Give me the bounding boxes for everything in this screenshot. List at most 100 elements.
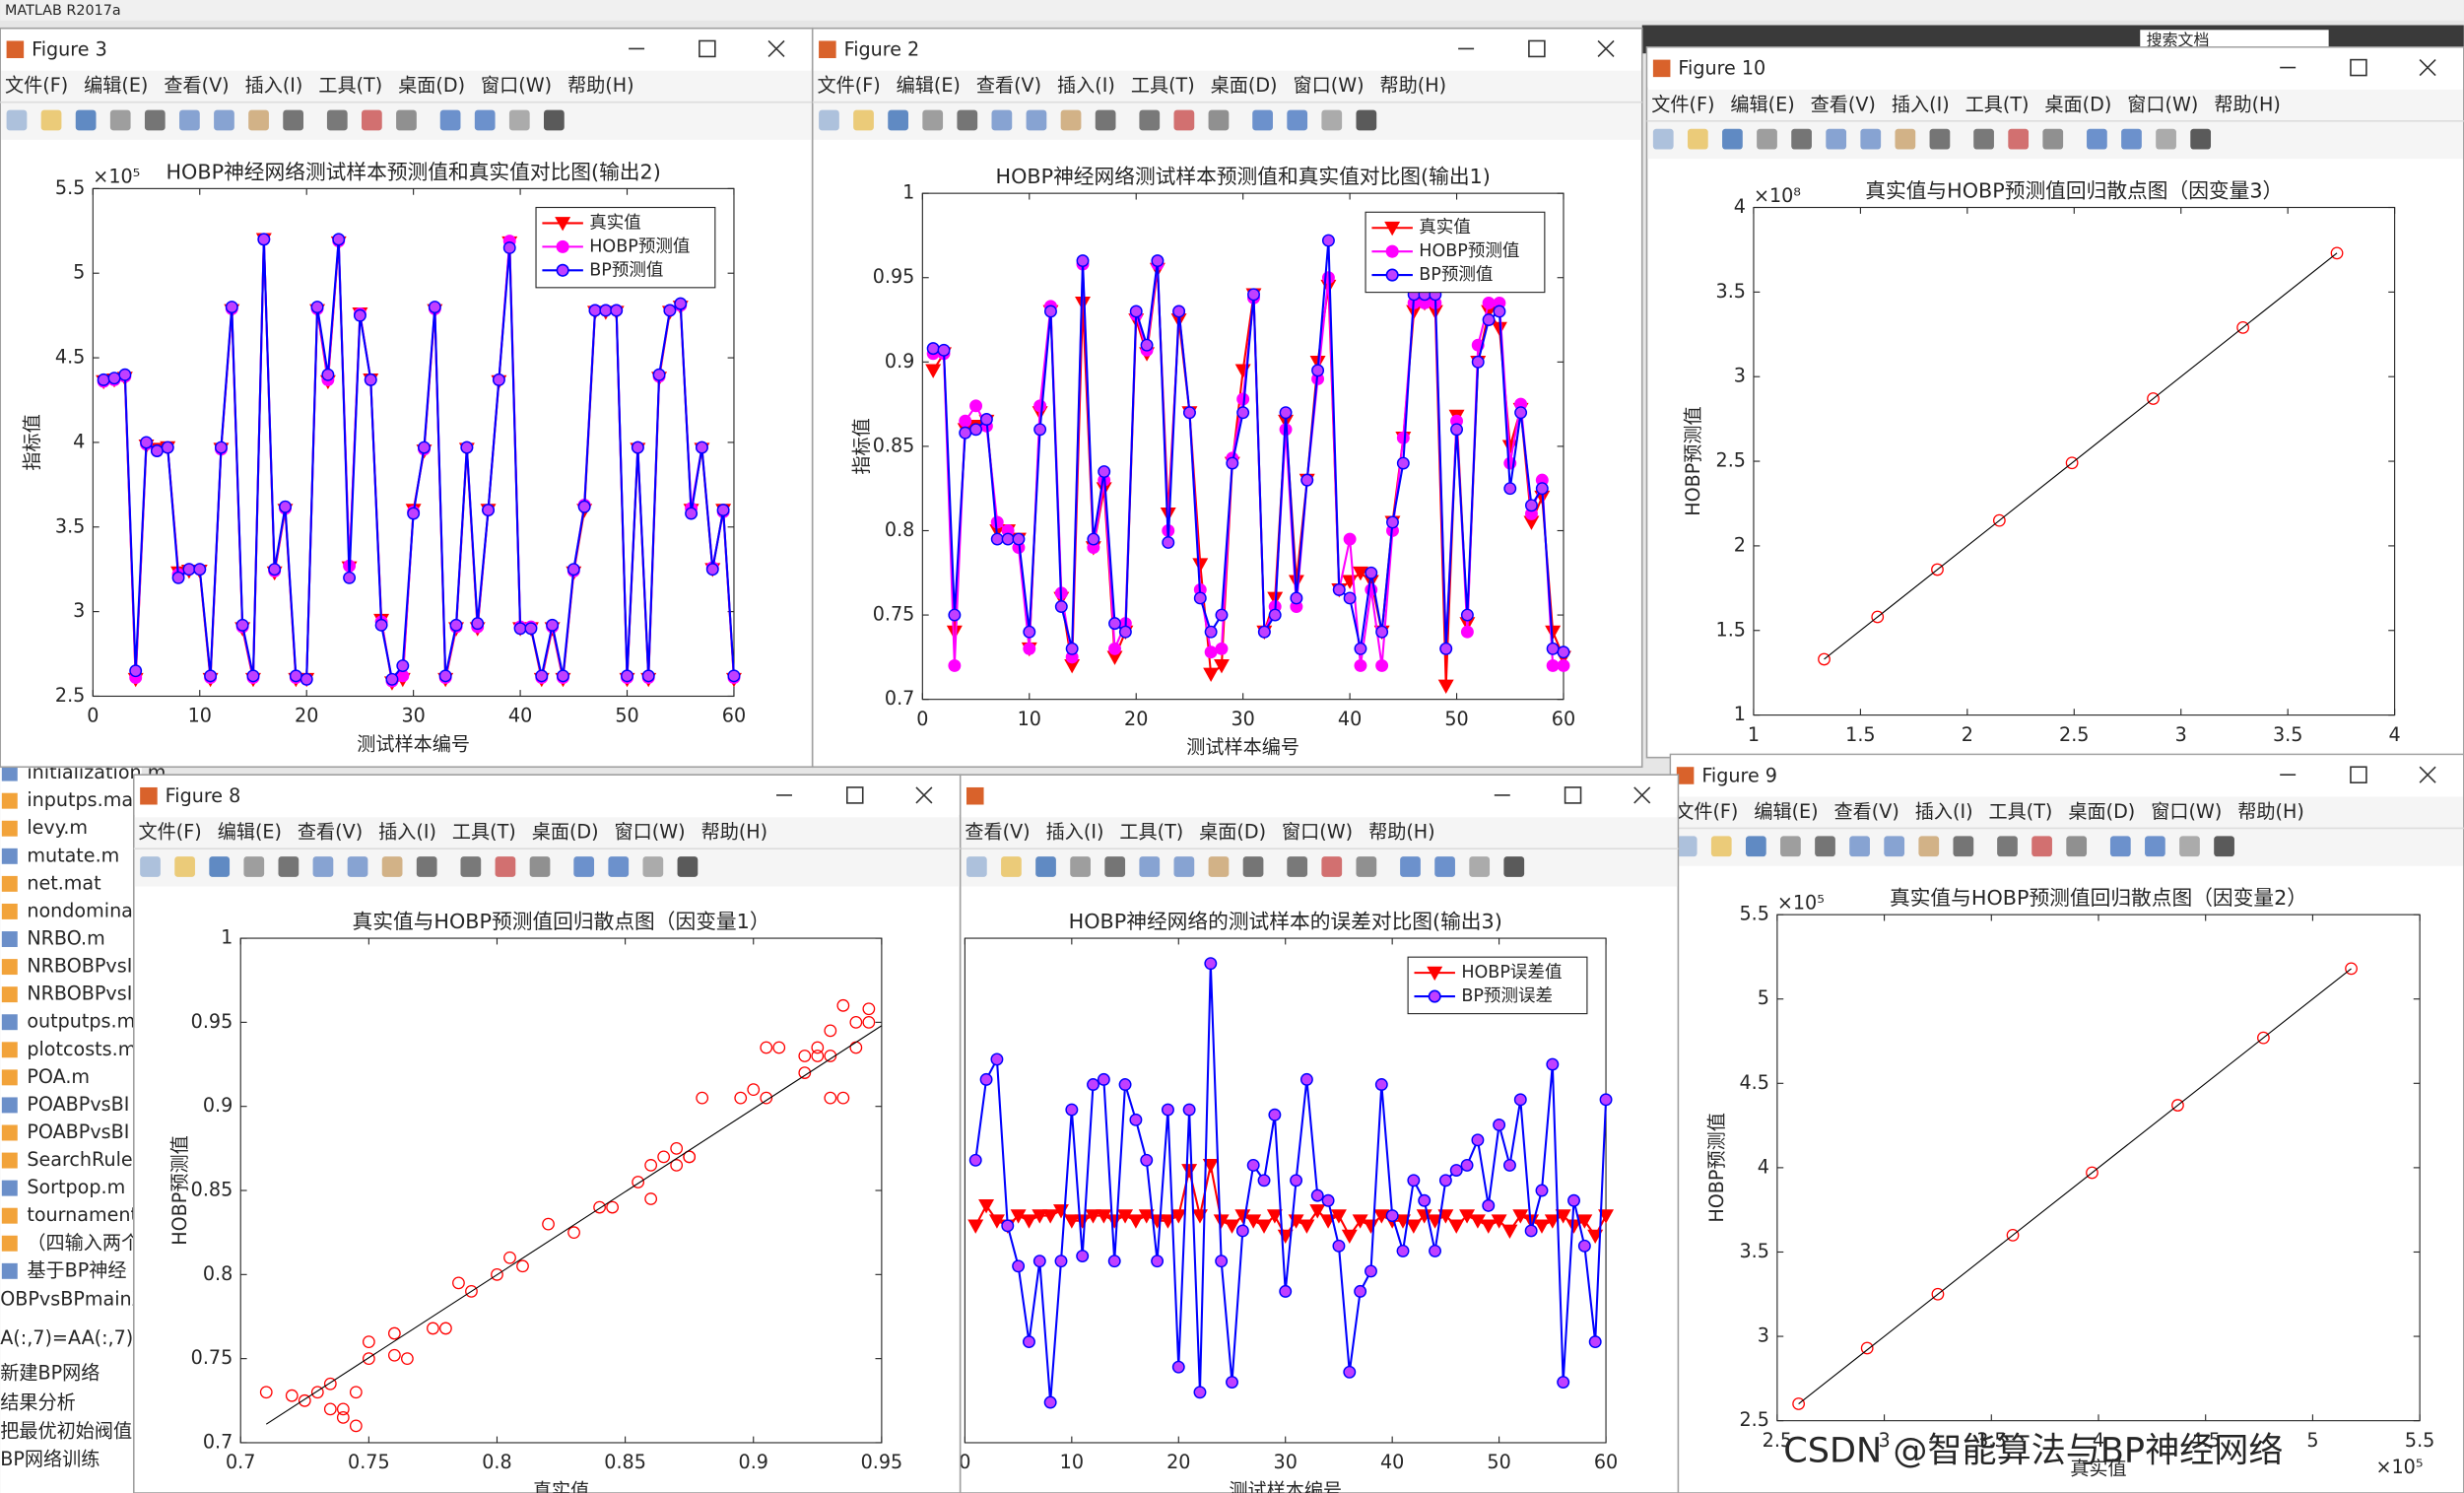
- toolbar-button[interactable]: [1060, 109, 1082, 131]
- menu-item[interactable]: 查看(V): [1811, 93, 1876, 115]
- toolbar-button[interactable]: [1070, 856, 1091, 877]
- toolbar-button[interactable]: [1503, 856, 1525, 877]
- menu-item[interactable]: 文件(F): [1651, 93, 1714, 115]
- toolbar-button[interactable]: [2031, 836, 2052, 857]
- toolbar-button[interactable]: [1434, 856, 1455, 877]
- toolbar-button[interactable]: [248, 109, 269, 131]
- toolbar-button[interactable]: [1356, 856, 1377, 877]
- toolbar-button[interactable]: [2121, 128, 2142, 150]
- toolbar-button[interactable]: [608, 856, 630, 877]
- toolbar-button[interactable]: [460, 856, 482, 877]
- toolbar-button[interactable]: [1997, 836, 2018, 857]
- toolbar-button[interactable]: [439, 109, 461, 131]
- toolbar-button[interactable]: [1035, 856, 1056, 877]
- toolbar-button[interactable]: [1321, 856, 1343, 877]
- toolbar-button[interactable]: [1710, 836, 1732, 857]
- maximize-button[interactable]: [2350, 766, 2367, 783]
- menu-item[interactable]: 桌面(D): [398, 74, 465, 97]
- menu-item[interactable]: 编辑(E): [218, 821, 282, 844]
- maximize-button[interactable]: [699, 39, 716, 58]
- menu-item[interactable]: 窗口(W): [2127, 93, 2198, 115]
- menu-item[interactable]: 工具(T): [1119, 821, 1183, 844]
- menu-item[interactable]: 窗口(W): [615, 821, 686, 844]
- toolbar-button[interactable]: [1400, 856, 1421, 877]
- toolbar-button[interactable]: [544, 109, 565, 131]
- menu-item[interactable]: 文件(F): [139, 821, 202, 844]
- toolbar-button[interactable]: [2214, 836, 2234, 857]
- toolbar-button[interactable]: [991, 109, 1013, 131]
- toolbar-button[interactable]: [140, 856, 161, 877]
- toolbar-button[interactable]: [922, 109, 944, 131]
- menu-item[interactable]: 查看(V): [965, 821, 1030, 844]
- toolbar-button[interactable]: [1884, 836, 1905, 857]
- toolbar-button[interactable]: [1815, 836, 1835, 857]
- menu-item[interactable]: 窗口(W): [2151, 800, 2222, 823]
- close-button[interactable]: [915, 786, 933, 804]
- toolbar-button[interactable]: [1321, 109, 1343, 131]
- toolbar-button[interactable]: [1791, 128, 1812, 150]
- toolbar-button[interactable]: [508, 109, 530, 131]
- search-box[interactable]: [2140, 30, 2329, 51]
- toolbar-button[interactable]: [75, 109, 97, 131]
- menu-item[interactable]: 编辑(E): [84, 74, 148, 97]
- menu-item[interactable]: 编辑(E): [1730, 93, 1794, 115]
- toolbar-button[interactable]: [2156, 128, 2176, 150]
- toolbar-button[interactable]: [1139, 856, 1161, 877]
- menu-item[interactable]: 帮助(H): [1380, 74, 1447, 97]
- toolbar-button[interactable]: [1757, 128, 1777, 150]
- close-button[interactable]: [1633, 786, 1651, 804]
- toolbar-button[interactable]: [1973, 128, 1994, 150]
- close-button[interactable]: [2419, 766, 2436, 783]
- toolbar-button[interactable]: [1918, 836, 1940, 857]
- menu-item[interactable]: 查看(V): [298, 821, 363, 844]
- toolbar-button[interactable]: [2190, 128, 2212, 150]
- toolbar-button[interactable]: [1173, 856, 1195, 877]
- toolbar-button[interactable]: [2087, 128, 2107, 150]
- toolbar-button[interactable]: [144, 109, 166, 131]
- file-name[interactable]: （四输入两个: [27, 1231, 140, 1254]
- toolbar-button[interactable]: [1745, 836, 1766, 857]
- toolbar-button[interactable]: [1895, 128, 1916, 150]
- maximize-button[interactable]: [2350, 58, 2367, 77]
- menu-item[interactable]: 编辑(E): [1754, 800, 1818, 823]
- toolbar-button[interactable]: [1095, 109, 1116, 131]
- toolbar-button[interactable]: [1139, 109, 1161, 131]
- file-name[interactable]: POA.m: [27, 1065, 90, 1088]
- menu-item[interactable]: 桌面(D): [1199, 821, 1266, 844]
- toolbar-button[interactable]: [1687, 128, 1708, 150]
- file-name[interactable]: 基于BP神经: [27, 1258, 126, 1281]
- menu-item[interactable]: 窗口(W): [1293, 74, 1364, 97]
- toolbar-button[interactable]: [495, 856, 516, 877]
- toolbar-button[interactable]: [2109, 836, 2131, 857]
- toolbar-button[interactable]: [174, 856, 195, 877]
- toolbar-button[interactable]: [1722, 128, 1743, 150]
- toolbar-button[interactable]: [347, 856, 368, 877]
- file-name[interactable]: inputps.mat: [27, 788, 141, 811]
- file-name[interactable]: POABPvsBI: [27, 1120, 129, 1143]
- toolbar-button[interactable]: [1676, 836, 1698, 857]
- toolbar-button[interactable]: [362, 109, 382, 131]
- toolbar-button[interactable]: [1860, 128, 1882, 150]
- file-name[interactable]: NRBOBPvsI: [27, 955, 132, 978]
- menu-item[interactable]: 插入(I): [1892, 93, 1950, 115]
- menu-item[interactable]: 查看(V): [164, 74, 229, 97]
- menu-item[interactable]: 文件(F): [5, 74, 68, 97]
- toolbar-button[interactable]: [283, 109, 304, 131]
- menu-item[interactable]: 查看(V): [976, 74, 1041, 97]
- menu-item[interactable]: 插入(I): [245, 74, 303, 97]
- file-name[interactable]: tournament: [27, 1203, 138, 1226]
- file-name[interactable]: Sortpop.m: [27, 1176, 125, 1198]
- menu-item[interactable]: 插入(I): [1057, 74, 1115, 97]
- toolbar-button[interactable]: [1652, 128, 1674, 150]
- toolbar-button[interactable]: [381, 856, 403, 877]
- toolbar-button[interactable]: [278, 856, 300, 877]
- file-name[interactable]: levy.m: [27, 816, 88, 839]
- file-name[interactable]: mutate.m: [27, 844, 119, 866]
- maximize-button[interactable]: [1564, 786, 1582, 804]
- menu-item[interactable]: 文件(F): [1675, 800, 1738, 823]
- file-name[interactable]: plotcosts.m: [27, 1038, 136, 1060]
- toolbar-button[interactable]: [1780, 836, 1801, 857]
- menu-item[interactable]: 工具(T): [1989, 800, 2053, 823]
- close-button[interactable]: [2419, 59, 2436, 77]
- menu-item[interactable]: 插入(I): [1915, 800, 1973, 823]
